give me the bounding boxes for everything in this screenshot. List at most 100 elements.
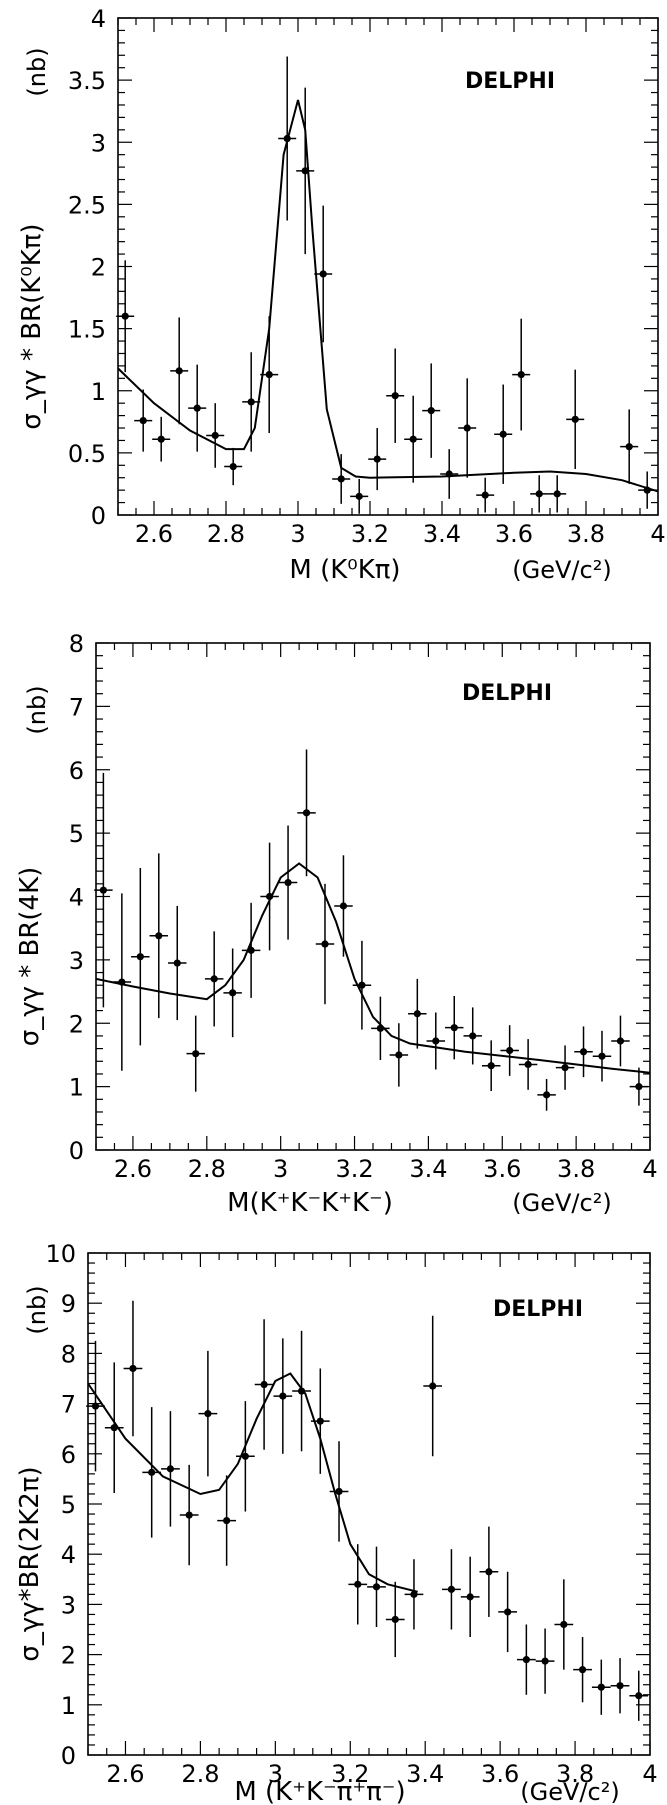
fit-curve <box>117 99 659 493</box>
y-tick-label: 4 <box>69 884 84 912</box>
x-tick-label: 4 <box>650 520 665 548</box>
data-point <box>463 424 471 432</box>
x-tick-label: 3.6 <box>495 520 533 548</box>
y-axis-unit: (nb) <box>23 1285 51 1334</box>
y-tick-label: 1 <box>61 1692 76 1720</box>
data-point <box>355 492 363 500</box>
plot-frame <box>117 17 659 516</box>
x-axis-label: M (K⁰Kπ) <box>289 555 400 585</box>
y-tick-label: 1 <box>91 378 106 406</box>
data-point <box>302 809 311 817</box>
x-tick-label: 3.2 <box>351 520 389 548</box>
y-tick-label: 10 <box>45 1240 76 1268</box>
data-point <box>373 455 381 463</box>
data-point <box>391 1615 399 1624</box>
x-axis-unit: (GeV/c²) <box>512 1189 611 1217</box>
fit-curve <box>95 862 651 1074</box>
data-point <box>535 490 543 498</box>
data-point <box>432 1037 440 1045</box>
data-point <box>260 1380 268 1389</box>
data-point <box>429 1382 437 1390</box>
data-point <box>223 1516 231 1525</box>
x-tick-label: 3 <box>290 520 305 548</box>
y-tick-label: 7 <box>61 1391 76 1419</box>
y-tick-label: 5 <box>69 820 84 848</box>
data-point <box>229 989 237 997</box>
x-tick-label: 2.8 <box>188 1155 226 1183</box>
data-point <box>445 470 453 478</box>
data-point <box>487 1062 495 1070</box>
data-point <box>571 415 579 423</box>
x-tick-label: 2.6 <box>106 1760 144 1788</box>
x-tick-label: 3.2 <box>335 1155 373 1183</box>
y-tick-label: 0 <box>61 1742 76 1770</box>
y-tick-label: 2.5 <box>68 191 106 219</box>
y-tick-label: 8 <box>61 1340 76 1368</box>
experiment-label: DELPHI <box>462 681 552 706</box>
data-point <box>321 940 329 948</box>
data-point <box>265 370 273 379</box>
data-point <box>553 490 561 498</box>
x-tick-label: 2.8 <box>181 1760 219 1788</box>
data-point <box>139 416 147 425</box>
data-point <box>185 1511 193 1519</box>
data-point <box>560 1620 568 1629</box>
data-point <box>598 1052 606 1060</box>
data-point <box>265 892 274 901</box>
data-point <box>358 981 366 989</box>
data-point <box>110 1424 118 1432</box>
data-point <box>129 1364 137 1373</box>
data-point <box>541 1657 549 1665</box>
data-point <box>155 932 163 940</box>
y-tick-label: 5 <box>61 1491 76 1519</box>
y-tick-label: 3 <box>61 1591 76 1619</box>
data-point <box>499 430 507 438</box>
y-axis-unit: (nb) <box>23 47 51 96</box>
data-point <box>136 953 144 961</box>
y-tick-label: 2 <box>61 1642 76 1670</box>
data-point <box>616 1682 624 1690</box>
y-tick-label: 2 <box>91 254 106 282</box>
data-point <box>91 1402 100 1410</box>
data-point <box>409 435 417 443</box>
data-point <box>247 398 255 406</box>
data-point <box>283 134 291 143</box>
data-point <box>376 1024 384 1032</box>
experiment-label: DELPHI <box>493 1297 583 1322</box>
y-tick-label: 4 <box>61 1541 76 1569</box>
data-point <box>337 475 345 483</box>
data-point <box>173 959 181 967</box>
data-point <box>121 312 129 320</box>
y-tick-label: 4 <box>91 5 106 33</box>
x-tick-label: 3.8 <box>557 1155 595 1183</box>
y-axis-label: σ_γγ * BR(4K) <box>15 867 45 1047</box>
x-tick-label: 3.2 <box>331 1760 369 1788</box>
data-point <box>316 1417 324 1425</box>
y-tick-label: 9 <box>61 1290 76 1318</box>
data-point <box>427 407 435 415</box>
experiment-label: DELPHI <box>465 69 555 94</box>
x-axis-unit: (GeV/c²) <box>512 556 611 584</box>
data-point <box>354 1580 362 1588</box>
x-tick-label: 3.6 <box>483 1155 521 1183</box>
y-axis-label: σ_γγ * BR(K⁰Kπ) <box>17 223 47 429</box>
y-axis-label: σ_γγ*BR(2K2π) <box>15 1466 45 1661</box>
data-point <box>157 435 165 443</box>
data-point <box>204 1410 212 1418</box>
y-tick-label: 6 <box>69 757 84 785</box>
data-point <box>579 1048 588 1056</box>
y-tick-label: 3 <box>91 129 106 157</box>
x-tick-label: 2.6 <box>135 520 173 548</box>
fit-curve <box>87 1372 418 1593</box>
x-tick-label: 3.6 <box>481 1760 519 1788</box>
data-point <box>118 978 126 986</box>
y-tick-label: 0 <box>91 502 106 530</box>
data-point <box>485 1568 493 1576</box>
x-axis-unit: (GeV/c²) <box>520 1778 619 1805</box>
data-point <box>210 975 218 983</box>
data-point <box>284 878 292 887</box>
y-tick-label: 1.5 <box>68 316 106 344</box>
data-point <box>578 1666 587 1674</box>
x-tick-label: 2.6 <box>114 1155 152 1183</box>
y-tick-label: 8 <box>69 630 84 658</box>
